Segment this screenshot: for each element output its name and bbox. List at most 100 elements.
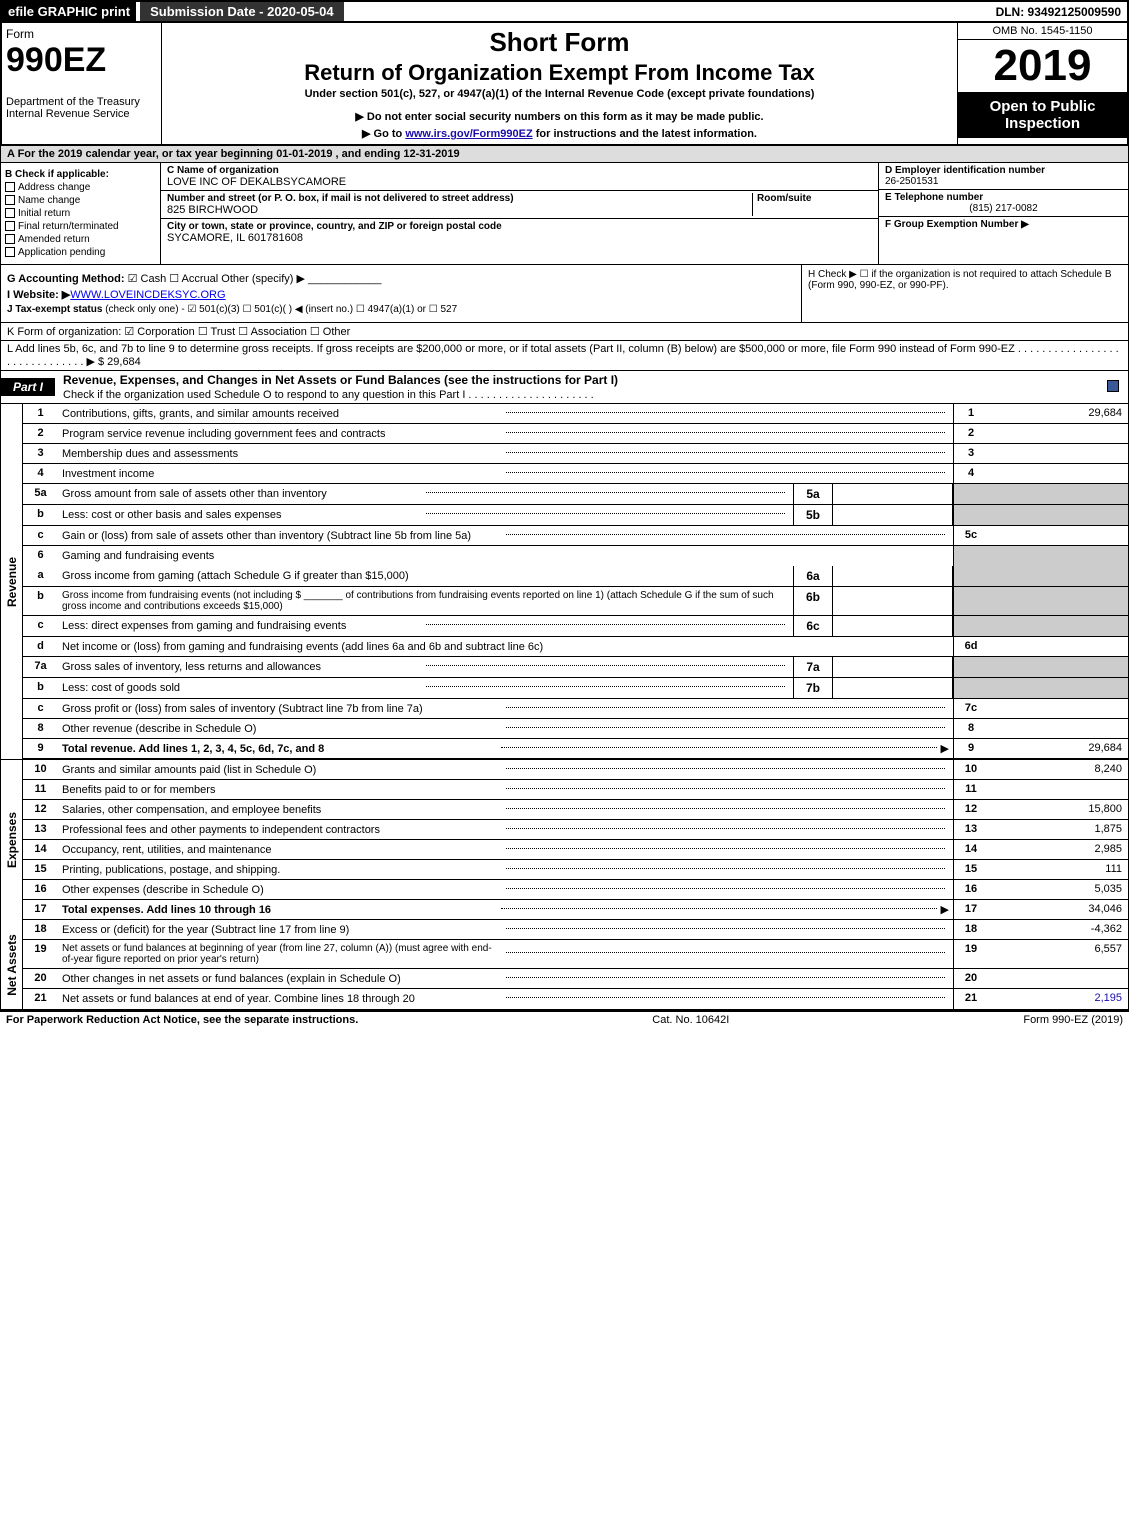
street-address: 825 BIRCHWOOD [167,204,752,216]
line-18: 18Excess or (deficit) for the year (Subt… [23,920,1128,940]
amt-21: 2,195 [988,989,1128,1009]
check-application-pending[interactable]: Application pending [5,247,156,258]
col-b-title: B Check if applicable: [5,169,156,180]
dln: DLN: 93492125009590 [990,3,1127,21]
h-check: H Check ▶ ☐ if the organization is not r… [801,265,1128,322]
part-1-title: Revenue, Expenses, and Changes in Net As… [63,373,618,387]
form-header: Form 990EZ Department of the Treasury In… [0,23,1129,146]
line-5b: bLess: cost or other basis and sales exp… [23,505,1128,526]
line-15: 15Printing, publications, postage, and s… [23,860,1128,880]
line-6c: cLess: direct expenses from gaming and f… [23,616,1128,637]
check-address-change[interactable]: Address change [5,182,156,193]
line-6b: bGross income from fundraising events (n… [23,587,1128,616]
name-label: C Name of organization [167,165,872,176]
schedule-o-check[interactable] [1107,380,1119,392]
open-to-public: Open to Public Inspection [958,92,1127,138]
under-section: Under section 501(c), 527, or 4947(a)(1)… [170,88,949,100]
form-number: 990EZ [6,41,157,80]
net-assets-side-label: Net Assets [1,920,23,1009]
ein-label: D Employer identification number [885,165,1122,176]
irs-link[interactable]: www.irs.gov/Form990EZ [405,128,532,140]
line-4: 4Investment income4 [23,464,1128,484]
check-initial-return[interactable]: Initial return [5,208,156,219]
org-name: LOVE INC OF DEKALBSYCAMORE [167,176,872,188]
amt-13: 1,875 [988,820,1128,839]
col-c-org: C Name of organization LOVE INC OF DEKAL… [161,163,878,264]
gh-block: G Accounting Method: ☑ Cash ☐ Accrual Ot… [0,265,1129,323]
top-bar: efile GRAPHIC print Submission Date - 20… [0,0,1129,23]
line-5c: cGain or (loss) from sale of assets othe… [23,526,1128,546]
website-link[interactable]: WWW.LOVEINCDEKSYC.ORG [70,289,225,301]
city-label: City or town, state or province, country… [167,221,872,232]
amt-10: 8,240 [988,760,1128,779]
line-19: 19Net assets or fund balances at beginni… [23,940,1128,969]
amt-20 [988,969,1128,988]
line-7c: cGross profit or (loss) from sales of in… [23,699,1128,719]
expenses-table: Expenses 10Grants and similar amounts pa… [0,759,1129,920]
catalog-number: Cat. No. 10642I [358,1014,1023,1026]
check-name-change[interactable]: Name change [5,195,156,206]
form-version: Form 990-EZ (2019) [1023,1014,1123,1026]
info-block: B Check if applicable: Address change Na… [0,163,1129,265]
return-title: Return of Organization Exempt From Incom… [170,60,949,86]
line-5a: 5aGross amount from sale of assets other… [23,484,1128,505]
line-3: 3Membership dues and assessments3 [23,444,1128,464]
line-13: 13Professional fees and other payments t… [23,820,1128,840]
part-1-sub: Check if the organization used Schedule … [63,389,594,401]
part-1-header: Part I Revenue, Expenses, and Changes in… [0,371,1129,404]
amt-17: 34,046 [988,900,1128,919]
group-exemption-label: F Group Exemption Number ▶ [885,219,1122,230]
col-b-checkboxes: B Check if applicable: Address change Na… [1,163,161,264]
efile-print[interactable]: efile GRAPHIC print [2,2,136,21]
do-not-enter: ▶ Do not enter social security numbers o… [170,110,949,123]
line-6d: dNet income or (loss) from gaming and fu… [23,637,1128,657]
line-14: 14Occupancy, rent, utilities, and mainte… [23,840,1128,860]
line-16: 16Other expenses (describe in Schedule O… [23,880,1128,900]
expenses-side-label: Expenses [1,760,23,920]
telephone: (815) 217-0082 [885,203,1122,214]
line-7a: 7aGross sales of inventory, less returns… [23,657,1128,678]
accounting-method: G Accounting Method: ☑ Cash ☐ Accrual Ot… [7,272,795,285]
l-gross-receipts: L Add lines 5b, 6c, and 7b to line 9 to … [0,341,1129,371]
ein-value: 26-2501531 [885,176,1122,187]
website-line: I Website: ▶WWW.LOVEINCDEKSYC.ORG [7,288,795,301]
line-11: 11Benefits paid to or for members11 [23,780,1128,800]
line-12: 12Salaries, other compensation, and empl… [23,800,1128,820]
revenue-table: Revenue 1Contributions, gifts, grants, a… [0,404,1129,759]
part-1-label: Part I [1,378,55,396]
amt-6d [988,637,1128,656]
submission-date: Submission Date - 2020-05-04 [140,2,344,21]
line-21: 21Net assets or fund balances at end of … [23,989,1128,1009]
amt-15: 111 [988,860,1128,879]
room-label: Room/suite [757,193,872,204]
tax-exempt-status: J Tax-exempt status (check only one) - ☑… [7,304,795,315]
amt-3 [988,444,1128,463]
amt-18: -4,362 [988,920,1128,939]
omb-number: OMB No. 1545-1150 [958,23,1127,40]
k-form-organization: K Form of organization: ☑ Corporation ☐ … [0,323,1129,341]
tel-label: E Telephone number [885,192,1122,203]
col-d-ein: D Employer identification number 26-2501… [878,163,1128,264]
amt-11 [988,780,1128,799]
net-assets-table: Net Assets 18Excess or (deficit) for the… [0,920,1129,1011]
line-6: 6Gaming and fundraising events [23,546,1128,566]
goto-line: ▶ Go to www.irs.gov/Form990EZ for instru… [170,127,949,140]
amt-5c [988,526,1128,545]
line-6a: aGross income from gaming (attach Schedu… [23,566,1128,587]
page-footer: For Paperwork Reduction Act Notice, see … [0,1011,1129,1028]
section-a-tax-year: A For the 2019 calendar year, or tax yea… [0,146,1129,163]
amt-4 [988,464,1128,483]
line-17: 17Total expenses. Add lines 10 through 1… [23,900,1128,920]
amt-16: 5,035 [988,880,1128,899]
amt-19: 6,557 [988,940,1128,968]
check-final-return[interactable]: Final return/terminated [5,221,156,232]
check-amended[interactable]: Amended return [5,234,156,245]
line-10: 10Grants and similar amounts paid (list … [23,760,1128,780]
form-label: Form [6,27,157,41]
amt-12: 15,800 [988,800,1128,819]
line-9: 9Total revenue. Add lines 1, 2, 3, 4, 5c… [23,739,1128,759]
amt-14: 2,985 [988,840,1128,859]
city-state-zip: SYCAMORE, IL 601781608 [167,232,872,244]
amt-2 [988,424,1128,443]
revenue-side-label: Revenue [1,404,23,759]
